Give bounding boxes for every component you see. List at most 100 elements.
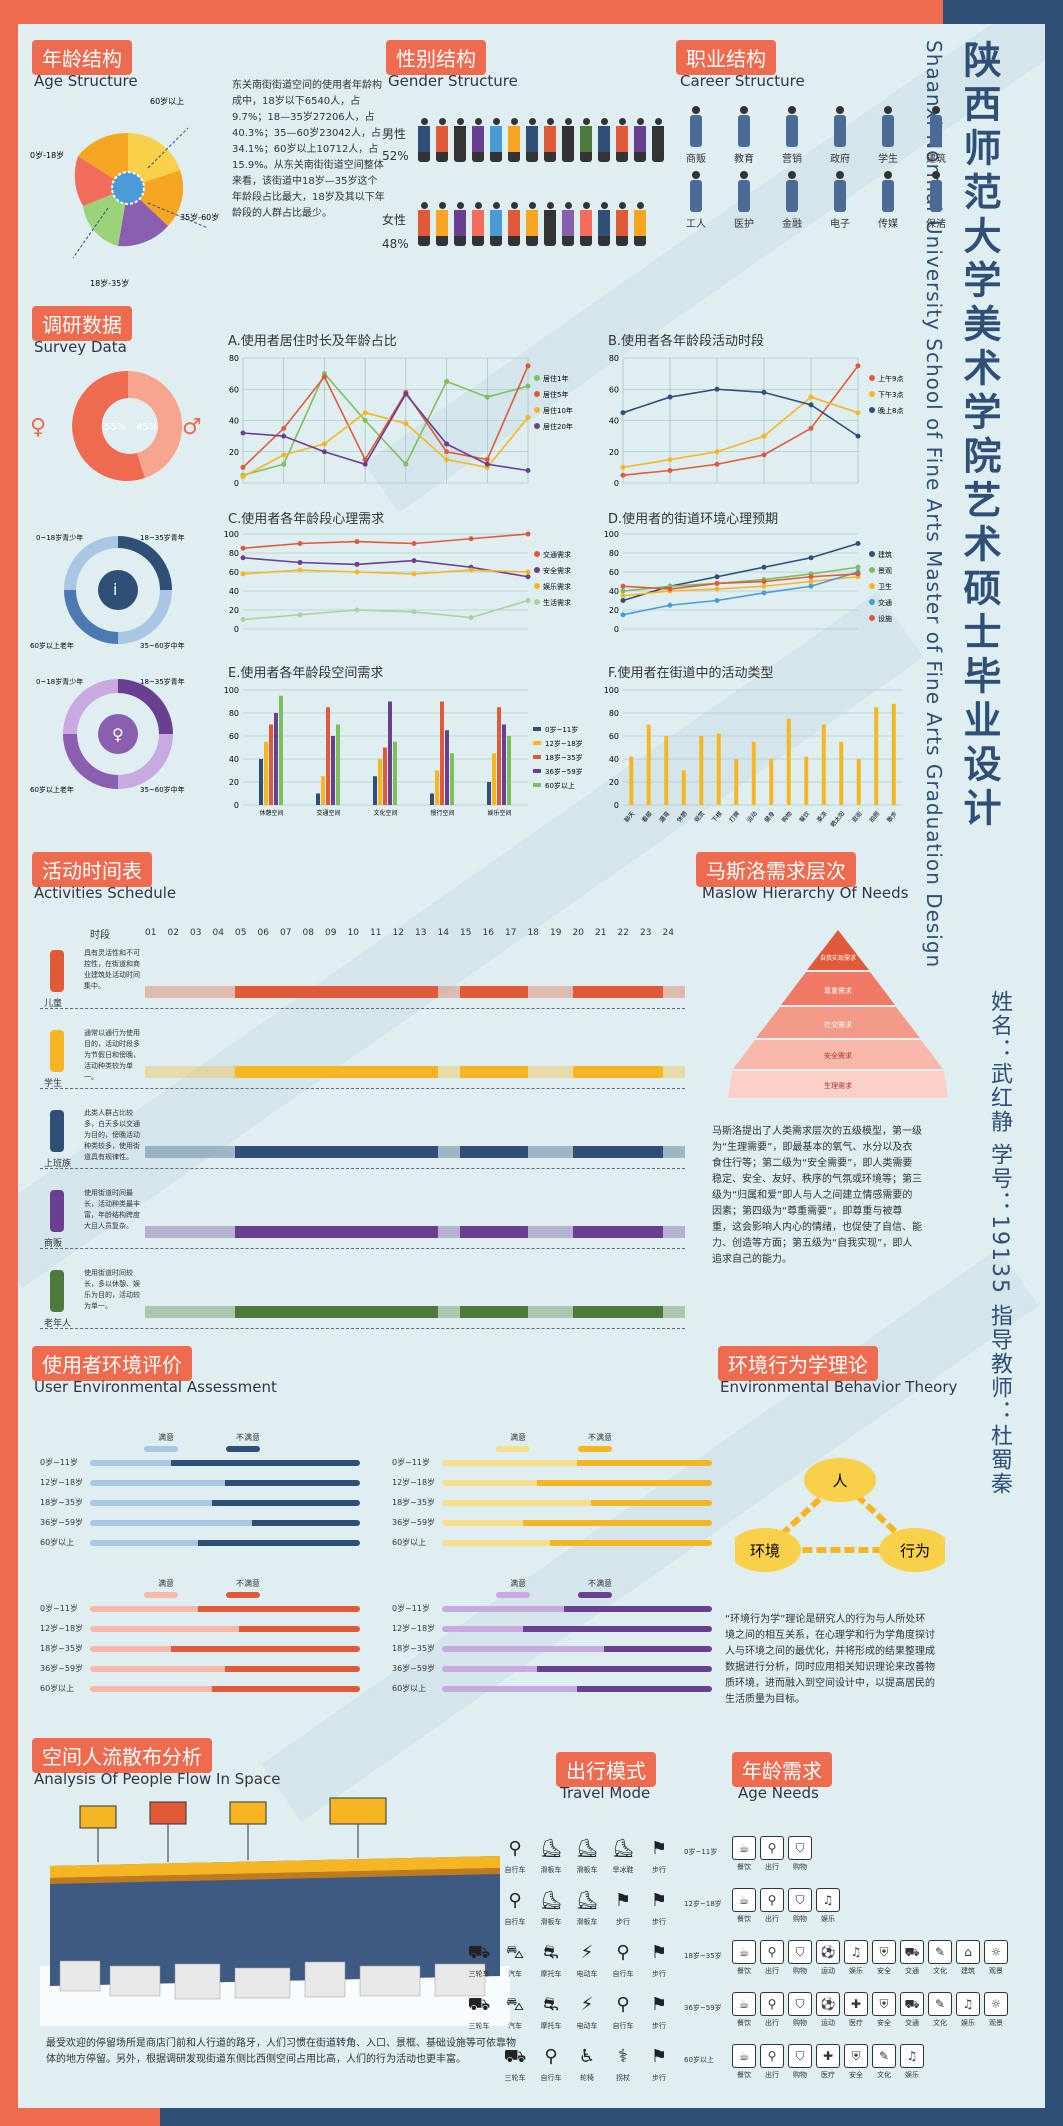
- travel-age-label: 18岁~35岁: [684, 1952, 722, 1960]
- bar: [388, 701, 392, 805]
- data-point: [403, 461, 409, 467]
- travel-mode-label: 三轮车: [468, 1970, 490, 1978]
- bar: [393, 741, 397, 805]
- x-tick-label: 健身: [762, 810, 776, 824]
- survey-subtitle: Survey Data: [34, 338, 127, 356]
- hour-label: 10: [347, 928, 359, 938]
- survey-title: 调研数据: [32, 306, 132, 341]
- age-need-icon: ♫: [956, 1992, 980, 2016]
- travel-mode-label: 轮椅: [580, 2074, 594, 2082]
- data-point: [667, 394, 673, 400]
- data-point: [525, 598, 531, 603]
- career-figure-icon: [785, 106, 799, 148]
- data-point: [362, 410, 368, 416]
- schedule-divider: [40, 1328, 685, 1329]
- age-need-icon: ⚲: [760, 1888, 784, 1912]
- y-tick-label: 80: [609, 354, 619, 363]
- flow-street-block: [50, 1856, 500, 1986]
- travel-mode-icon: ⛸: [575, 1890, 599, 1911]
- assessment-age-label: 36岁~59岁: [392, 1518, 436, 1527]
- frame-right: [1045, 0, 1063, 2126]
- schedule-activity-segment: [325, 986, 393, 998]
- age-need-icon: ✚: [844, 1992, 868, 2016]
- data-point: [714, 598, 720, 603]
- career-label: 金融: [782, 219, 802, 230]
- bar: [487, 782, 491, 805]
- survey-donuts: 55% 45% ♀ ♂ i 0~18岁青少年 18~35岁青年 35~60岁中年…: [30, 370, 202, 794]
- legend-label: 建筑: [878, 550, 892, 559]
- hour-label: 15: [460, 928, 472, 938]
- career-label: 教育: [734, 154, 754, 165]
- bar: [502, 724, 506, 805]
- travel-mode-label: 步行: [616, 1918, 630, 1926]
- data-point: [484, 394, 490, 400]
- assessment-sat-bar: [442, 1646, 604, 1652]
- data-point: [240, 571, 246, 577]
- data-point: [411, 571, 417, 577]
- x-tick-label: 餐饮: [797, 810, 811, 824]
- person-figure: [598, 118, 610, 162]
- hour-label: 18: [527, 928, 539, 938]
- flow-text: 最受欢迎的停留场所是商店门前和人行道的路牙，人们习惯在街道转角、入口、景框、基础…: [46, 2038, 516, 2065]
- data-point: [321, 449, 327, 455]
- legend-swatch: [533, 755, 541, 759]
- assessment-age-label: 12岁~18岁: [40, 1624, 84, 1633]
- behavior-node-behavior: [879, 1528, 945, 1572]
- person-figure: [508, 118, 520, 162]
- schedule-activity-segment: [572, 1306, 663, 1318]
- series-line: [242, 365, 529, 468]
- age-rose-center: [111, 171, 145, 205]
- age-need-icon: ☼: [984, 1992, 1008, 2016]
- legend-label: 居住20年: [543, 422, 573, 431]
- travel-mode-icon: ⛸: [539, 1890, 563, 1911]
- career-item: 学生: [864, 106, 912, 165]
- age-need-label: 安全: [877, 1967, 891, 1975]
- bar: [734, 759, 739, 805]
- legend-label: 生活需求: [543, 598, 571, 607]
- donut2-label: 60岁以上老年: [30, 641, 74, 650]
- schedule-activity-segment: [325, 1306, 393, 1318]
- assessment-age-label: 12岁~18岁: [392, 1624, 436, 1633]
- career-item: 电子: [816, 171, 864, 230]
- data-point: [444, 441, 450, 447]
- age-label: 18岁-35岁: [90, 278, 129, 288]
- x-tick-label: 观赏: [692, 810, 706, 824]
- assessment-sat-bar: [442, 1606, 564, 1612]
- y-tick-label: 80: [229, 354, 239, 363]
- schedule-person-icon: [50, 950, 64, 992]
- poster-title-text: 陕西师范大学美术学院艺术硕士毕业设计: [957, 40, 1001, 832]
- age-need-label: 出行: [765, 1915, 779, 1923]
- behavior-node-label: 环境: [750, 1542, 780, 1560]
- schedule-activity-segment: [572, 1226, 663, 1238]
- y-tick-label: 20: [229, 778, 239, 787]
- frame-bottom: [0, 2108, 1063, 2126]
- age-need-icon: ⚲: [760, 2044, 784, 2068]
- assessment-unsat-bar: [252, 1520, 360, 1526]
- person-figure: [616, 118, 628, 162]
- x-tick-label: 运动: [745, 810, 759, 824]
- career-figure-icon: [737, 171, 751, 213]
- legend-swatch: [869, 375, 875, 381]
- age-need-label: 餐饮: [737, 1915, 751, 1923]
- age-need-icon: ⛉: [788, 1888, 812, 1912]
- travel-mode-label: 自行车: [612, 1970, 634, 1978]
- schedule-activity-segment: [325, 1226, 393, 1238]
- career-label: 营销: [782, 154, 802, 165]
- y-tick-label: 40: [609, 417, 619, 426]
- legend-swatch: [869, 407, 875, 413]
- hour-label: 16: [482, 928, 494, 938]
- person-figure: [436, 202, 448, 246]
- legend-swatch: [869, 583, 875, 589]
- data-point: [281, 452, 287, 458]
- y-tick-label: 0: [614, 801, 619, 810]
- travel-mode-label: 电动车: [576, 2022, 598, 2030]
- assessment-age-label: 36岁~59岁: [40, 1518, 84, 1527]
- age-need-icon: ☕: [732, 1940, 756, 1964]
- y-tick-label: 40: [229, 755, 239, 764]
- person-figure: [580, 118, 592, 162]
- data-point: [761, 389, 767, 395]
- bar: [786, 718, 791, 805]
- bar: [373, 776, 377, 805]
- legend-swatch: [869, 551, 875, 557]
- y-tick-label: 0: [614, 479, 619, 488]
